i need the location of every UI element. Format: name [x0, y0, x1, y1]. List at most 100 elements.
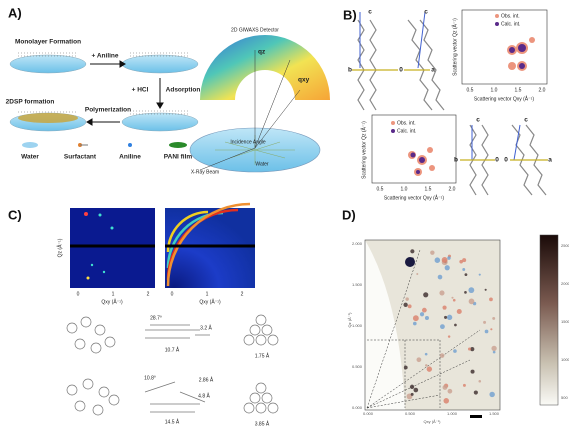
diffraction-spot	[489, 391, 495, 398]
label: 0	[495, 157, 499, 164]
diffraction-spot	[456, 308, 462, 314]
label: Qxy (Å⁻¹)	[101, 298, 123, 305]
diffraction-spot	[426, 366, 433, 372]
diffraction-spot	[439, 353, 445, 358]
diffraction-spot	[492, 316, 496, 320]
diffraction-spot	[468, 298, 475, 305]
label: 1500	[561, 319, 569, 324]
label: 28.7°	[150, 315, 162, 321]
label: 3.85 Å	[255, 420, 270, 427]
label: Calc. int.	[397, 128, 416, 134]
label: Surfactant	[64, 154, 97, 161]
panel-d-art	[364, 234, 559, 418]
diffraction-spot	[442, 305, 447, 310]
label: Qz (Å⁻¹)	[347, 312, 352, 328]
diffraction-spot	[459, 259, 463, 264]
diffraction-spot	[403, 365, 408, 370]
diffraction-spot	[447, 335, 451, 338]
label: 10.7 Å	[165, 346, 180, 353]
label: 1.75 Å	[255, 352, 270, 359]
diffraction-spot	[473, 390, 478, 395]
panel-c-art	[66, 202, 279, 416]
label: Incidence Angle	[230, 139, 266, 145]
label: 2D GIWAXS Detector	[231, 27, 279, 33]
diffraction-spot	[443, 398, 450, 404]
diffraction-spot	[470, 369, 475, 374]
diffraction-spot	[424, 316, 429, 321]
label: 1.000	[352, 323, 363, 328]
label: 2.0	[539, 87, 546, 93]
diffraction-spot	[412, 321, 417, 326]
diffraction-spot	[492, 350, 496, 354]
label: 0.5	[467, 87, 474, 93]
diffraction-spot	[437, 274, 443, 280]
label: 2DSP formation	[6, 99, 55, 106]
label: Polymerization	[85, 107, 131, 114]
label: 2	[241, 291, 244, 297]
diffraction-spot	[407, 304, 412, 309]
label: + HCl	[132, 87, 149, 94]
label: 2000	[561, 281, 569, 286]
label: c	[368, 9, 372, 16]
label: 2.000	[352, 241, 363, 246]
diffraction-spot	[464, 291, 467, 294]
diffraction-spot	[464, 273, 468, 277]
diffraction-spot	[410, 249, 415, 254]
diffraction-spot	[442, 384, 448, 390]
diffraction-spot	[470, 347, 475, 352]
diffraction-spot	[484, 288, 487, 291]
label: c	[424, 9, 428, 16]
label: A)	[8, 5, 22, 20]
label: 1000	[561, 357, 569, 362]
diffraction-spot	[421, 307, 427, 313]
diffraction-spot	[416, 357, 422, 363]
label: PANI film	[164, 154, 193, 161]
diffraction-spot	[462, 258, 467, 263]
label: a	[431, 67, 435, 74]
label: 0	[399, 67, 403, 74]
diffraction-spot	[453, 349, 457, 353]
diffraction-spot	[425, 364, 428, 367]
label: 2.0	[449, 186, 456, 192]
label: Qxy (Å⁻¹)	[199, 298, 221, 305]
diffraction-spot	[454, 323, 457, 327]
diffraction-spot	[490, 328, 493, 331]
diffraction-spot	[462, 268, 466, 271]
diffraction-spot	[446, 314, 453, 321]
label: 1.500	[352, 282, 363, 287]
label: qz	[258, 49, 266, 56]
label: 1.5	[515, 87, 522, 93]
diffraction-spot	[419, 312, 425, 317]
diffraction-spot	[409, 384, 415, 390]
label: 14.5 Å	[165, 418, 180, 425]
label: 2500	[561, 243, 569, 248]
label: b	[348, 67, 352, 74]
label: Qxy (Å⁻¹)	[424, 419, 442, 424]
label: 0.500	[405, 411, 416, 416]
diffraction-spot	[468, 287, 475, 294]
label: Obs. int.	[501, 13, 520, 19]
diffraction-spot	[483, 320, 487, 324]
label: Scattering vector Qz (Å⁻¹)	[360, 121, 367, 179]
diffraction-spot	[462, 383, 466, 387]
label: 1.500	[489, 411, 500, 416]
label: 1.5	[425, 186, 432, 192]
label: 0.500	[352, 364, 363, 369]
panel-a-art	[9, 35, 330, 173]
label: Monolayer Formation	[15, 39, 81, 46]
diffraction-spot	[451, 296, 454, 299]
label: Water	[21, 154, 39, 161]
label: Scattering vector Qxy (Å⁻¹)	[474, 95, 534, 102]
label: B)	[343, 7, 357, 22]
diffraction-spot	[441, 256, 448, 263]
diffraction-spot	[467, 347, 472, 351]
diffraction-spot	[478, 379, 482, 383]
label: Obs. int.	[397, 120, 416, 126]
label: + Aniline	[91, 53, 118, 60]
label: C)	[8, 207, 22, 222]
diffraction-spot	[413, 387, 419, 393]
label: Scattering vector Qxy (Å⁻¹)	[384, 194, 444, 201]
label: 0	[504, 157, 508, 164]
label: Calc. int.	[501, 21, 520, 27]
